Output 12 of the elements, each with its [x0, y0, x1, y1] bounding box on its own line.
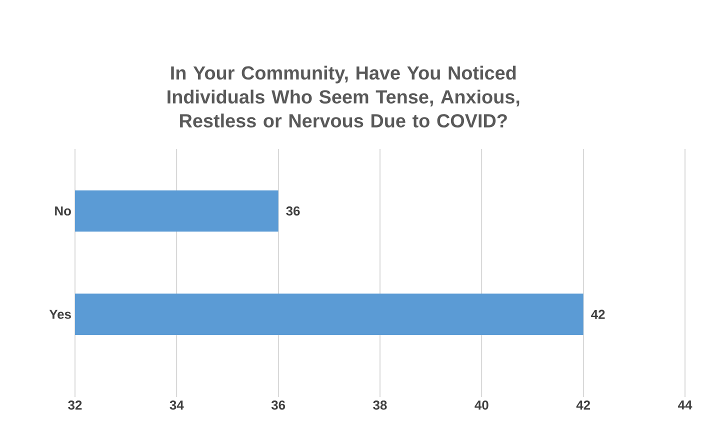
- y-tick-label: Yes: [49, 310, 71, 319]
- y-tick-label: No: [55, 206, 71, 216]
- data-label: 42: [591, 310, 605, 319]
- x-tick-label: 36: [271, 400, 286, 410]
- x-tick-label: 44: [678, 400, 692, 410]
- x-tick-label: 38: [373, 400, 387, 410]
- chart-title: In Your Community, Have You Noticed Individuals Who Seem Tense, Anxious, Restless or Nervous Due to COVID?: [168, 66, 520, 128]
- data-label: 36: [286, 206, 300, 216]
- x-tick-label: 42: [576, 400, 590, 410]
- x-tick-label: 32: [68, 400, 82, 410]
- x-tick-label: 34: [170, 400, 184, 410]
- x-tick-label: 40: [474, 400, 488, 410]
